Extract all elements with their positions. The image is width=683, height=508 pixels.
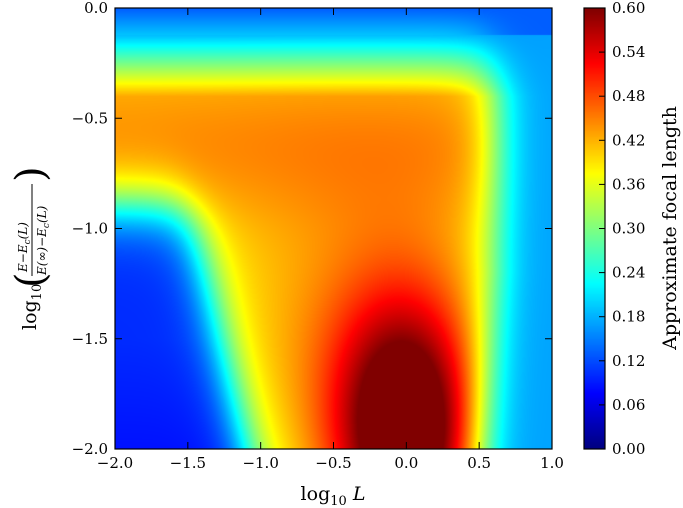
y-axis: 0.0 −0.5 −1.0 −1.5 −2.0	[72, 0, 552, 458]
colorbar-tick-label: 0.54	[612, 43, 645, 61]
y-tick-label: 0.0	[84, 0, 108, 17]
svg-text:): )	[8, 166, 54, 182]
x-tick-label: 0.0	[394, 454, 418, 472]
colorbar-tick-label: 0.36	[612, 175, 645, 193]
colorbar-tick-label: 0.12	[612, 352, 645, 370]
colorbar-tick-label: 0.18	[612, 308, 645, 326]
svg-text:log10 L: log10 L	[301, 483, 366, 508]
colorbar-tick-label: 0.30	[612, 220, 645, 238]
x-axis: −2.0 −1.5 −1.0 −0.5 0.0 0.5 1.0	[97, 8, 564, 472]
svg-text:E−Ec(L): E−Ec(L)	[16, 222, 33, 273]
colorbar-tick-label: 0.24	[612, 264, 645, 282]
svg-text:Approximate focal length: Approximate focal length	[659, 106, 681, 351]
x-axis-label: log10 L	[301, 483, 366, 508]
y-tick-label: −1.0	[72, 220, 108, 238]
svg-text:log10: log10	[19, 284, 45, 330]
colorbar-tick-label: 0.00	[612, 440, 645, 458]
colorbar-tick-label: 0.42	[612, 131, 645, 149]
y-tick-label: −2.0	[72, 440, 108, 458]
colorbar-axis: 0.00 0.06 0.12 0.18 0.24 0.30 0.36 0.42 0.48 0.54…	[599, 0, 645, 458]
y-axis-label: log10 ( E−Ec(L) E(∞)−Ec(L) )	[8, 166, 54, 330]
x-tick-label: −1.5	[170, 454, 206, 472]
x-tick-label: 1.0	[540, 454, 564, 472]
svg-text:E(∞)−Ec(L): E(∞)−Ec(L)	[35, 205, 52, 276]
x-tick-label: −2.0	[97, 454, 133, 472]
x-tick-label: −1.0	[242, 454, 278, 472]
svg-text:(: (	[8, 272, 54, 288]
colorbar	[584, 8, 605, 449]
colorbar-tick-label: 0.06	[612, 396, 645, 414]
plot-frame	[114, 7, 553, 450]
colorbar-label: Approximate focal length	[659, 106, 681, 351]
colorbar-tick-label: 0.48	[612, 87, 645, 105]
y-tick-label: −1.5	[72, 330, 108, 348]
colorbar-tick-label: 0.60	[612, 0, 645, 17]
y-tick-label: −0.5	[72, 109, 108, 127]
heatmap-plot	[115, 8, 552, 449]
x-tick-label: 0.5	[467, 454, 491, 472]
x-tick-label: −0.5	[315, 454, 351, 472]
